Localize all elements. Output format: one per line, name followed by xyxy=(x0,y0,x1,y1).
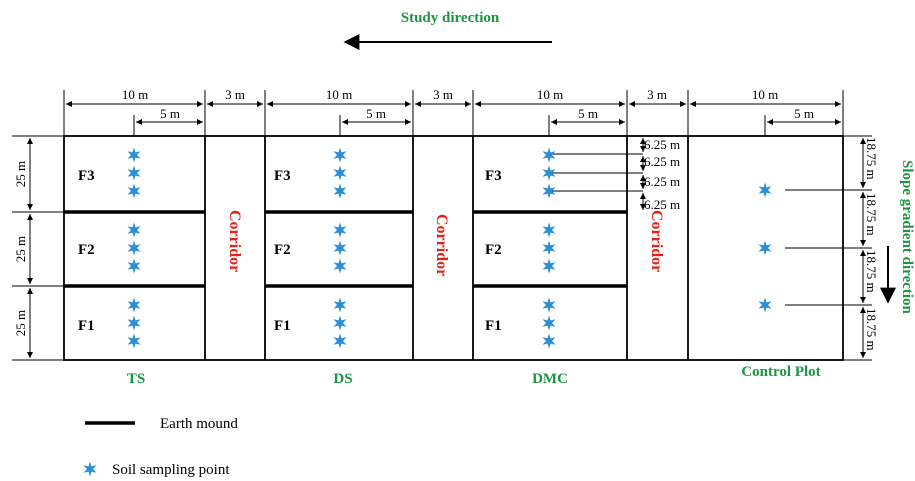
soil-sampling-point xyxy=(333,183,347,199)
dim-5m-dmc: 5 m xyxy=(578,106,598,121)
soil-sampling-point xyxy=(333,165,347,181)
soil-sampling-point xyxy=(542,258,556,274)
dim-5m-control: 5 m xyxy=(794,106,814,121)
plot-dmc: DMC xyxy=(532,371,568,387)
plot-control: Control Plot xyxy=(741,364,820,380)
soil-sampling-point xyxy=(127,315,141,331)
dmc-6-25-c: 6.25 m xyxy=(644,174,680,189)
corridor-2: Corridor xyxy=(433,214,450,276)
soil-sampling-point xyxy=(333,222,347,238)
dmc-f2: F2 xyxy=(485,242,502,258)
ctl-18-75-d: 18.75 m xyxy=(864,308,879,351)
soil-sampling-point xyxy=(542,333,556,349)
dim-10m-ds: 10 m xyxy=(326,87,352,102)
soil-sampling-point xyxy=(127,147,141,163)
soil-sampling-point xyxy=(542,222,556,238)
soil-sampling-point xyxy=(542,165,556,181)
sampling-points xyxy=(127,147,772,349)
soil-sampling-point xyxy=(127,240,141,256)
plot-ts: TS xyxy=(127,371,145,387)
corridor-3: Corridor xyxy=(648,210,665,272)
soil-sampling-point xyxy=(127,183,141,199)
ts-f2: F2 xyxy=(78,242,95,258)
ts-f1: F1 xyxy=(78,318,95,334)
soil-sampling-point xyxy=(542,315,556,331)
dim-3m-3: 3 m xyxy=(647,87,667,102)
ctl-18-75-c: 18.75 m xyxy=(864,250,879,293)
soil-sampling-point xyxy=(333,333,347,349)
plot-ds: DS xyxy=(333,371,352,387)
soil-sampling-point xyxy=(333,297,347,313)
soil-sampling-point xyxy=(542,297,556,313)
dim-25m-mid: 25 m xyxy=(13,236,28,262)
ctl-18-75-a: 18.75 m xyxy=(864,137,879,180)
soil-sampling-point xyxy=(127,222,141,238)
soil-sampling-point xyxy=(333,315,347,331)
top-dim-ticks xyxy=(63,90,844,136)
dmc-spacing-guides xyxy=(549,138,646,210)
ds-f1: F1 xyxy=(274,318,291,334)
dim-3m-2: 3 m xyxy=(433,87,453,102)
soil-sampling-point xyxy=(127,297,141,313)
ds-f2: F2 xyxy=(274,242,291,258)
dim-10m-ts: 10 m xyxy=(122,87,148,102)
dim-5m-ds: 5 m xyxy=(366,106,386,121)
soil-sampling-point xyxy=(758,240,772,256)
ds-f3: F3 xyxy=(274,168,291,184)
soil-sampling-point xyxy=(758,182,772,198)
soil-sampling-point xyxy=(758,297,772,313)
dmc-f3: F3 xyxy=(485,168,502,184)
plot-outline xyxy=(63,135,844,361)
dim-25m-top: 25 m xyxy=(13,161,28,187)
left-dim xyxy=(12,135,64,361)
earth-mounds xyxy=(64,210,627,288)
dim-10m-control: 10 m xyxy=(752,87,778,102)
soil-sampling-point xyxy=(333,240,347,256)
soil-sampling-point xyxy=(127,258,141,274)
soil-sampling-point xyxy=(542,147,556,163)
legend-point-icon xyxy=(83,461,97,477)
soil-sampling-point xyxy=(542,183,556,199)
legend-mound-label: Earth mound xyxy=(160,416,238,432)
soil-sampling-point xyxy=(333,258,347,274)
dim-3m-1: 3 m xyxy=(225,87,245,102)
control-guides xyxy=(785,135,872,361)
legend-star-icon xyxy=(83,461,97,477)
ctl-18-75-b: 18.75 m xyxy=(864,193,879,236)
ts-f3: F3 xyxy=(78,168,95,184)
dmc-6-25-b: 6.25 m xyxy=(644,154,680,169)
side-label: Slope gradient direction xyxy=(899,160,915,315)
corridor-1: Corridor xyxy=(226,210,243,272)
dim-10m-dmc: 10 m xyxy=(537,87,563,102)
dim-25m-bot: 25 m xyxy=(13,310,28,336)
title: Study direction xyxy=(401,10,500,26)
soil-sampling-point xyxy=(333,147,347,163)
dim-5m-ts: 5 m xyxy=(160,106,180,121)
soil-sampling-point xyxy=(127,333,141,349)
soil-sampling-point xyxy=(127,165,141,181)
dmc-6-25-d: 6.25 m xyxy=(644,197,680,212)
soil-sampling-point xyxy=(542,240,556,256)
legend-point-label: Soil sampling point xyxy=(112,462,230,478)
top-dim-arrows xyxy=(66,101,841,125)
dmc-f1: F1 xyxy=(485,318,502,334)
dmc-6-25-a: 6.25 m xyxy=(644,137,680,152)
